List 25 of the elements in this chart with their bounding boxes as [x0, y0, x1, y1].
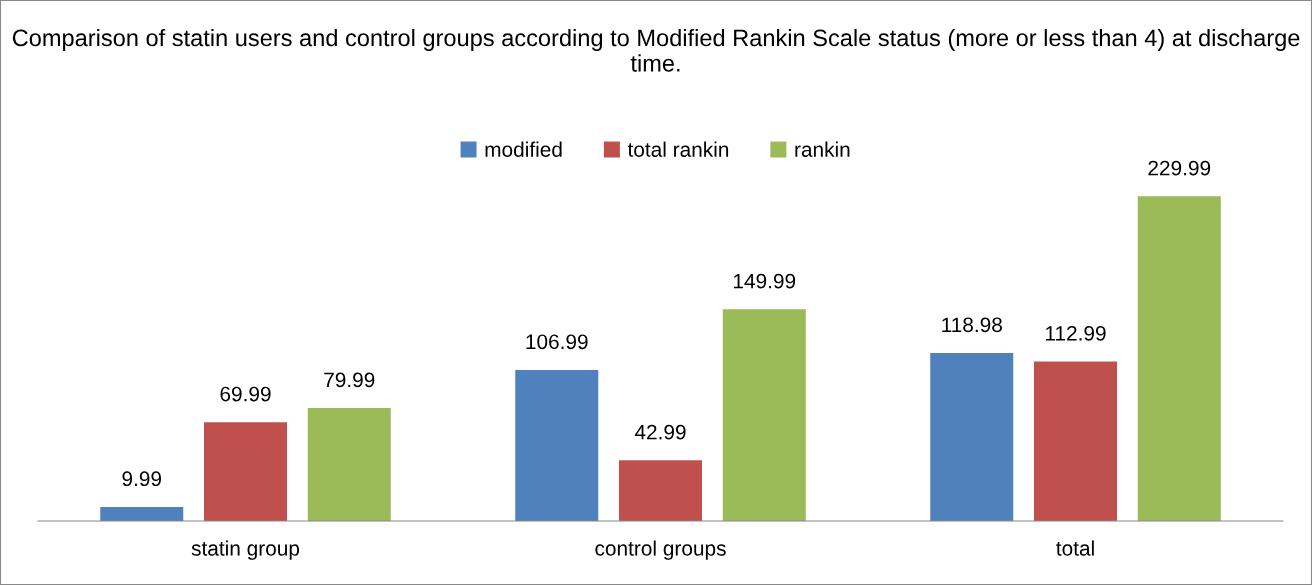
bar: [722, 309, 806, 521]
bar: [1137, 196, 1221, 521]
chart-title: Comparison of statin users and control groups according to Modified Rankin Scale status (more or less than 4) at discharge time.: [12, 28, 1300, 72]
legend-label: modified: [485, 141, 562, 157]
data-label: 112.99: [1046, 325, 1106, 341]
data-label: 79.99: [324, 372, 375, 388]
legend-label: total rankin: [627, 141, 729, 157]
legend-label: rankin: [795, 141, 850, 157]
data-label: 42.99: [634, 424, 686, 440]
bar: [1034, 361, 1117, 521]
data-label: 149.99: [733, 273, 796, 289]
bar: [515, 369, 599, 521]
bar: [100, 506, 184, 521]
bar: [930, 352, 1014, 521]
data-label: 106.99: [526, 334, 588, 350]
x-tick-label: total: [1056, 540, 1094, 556]
bar: [204, 422, 287, 521]
data-label: 69.99: [220, 386, 271, 402]
data-label: 9.99: [122, 471, 162, 487]
x-tick-label: statin group: [191, 540, 300, 560]
data-label: 229.99: [1148, 160, 1211, 176]
x-tick-label: control groups: [595, 540, 726, 560]
bar: [307, 408, 391, 521]
data-label: 118.98: [942, 317, 1002, 333]
bar: [619, 460, 702, 521]
